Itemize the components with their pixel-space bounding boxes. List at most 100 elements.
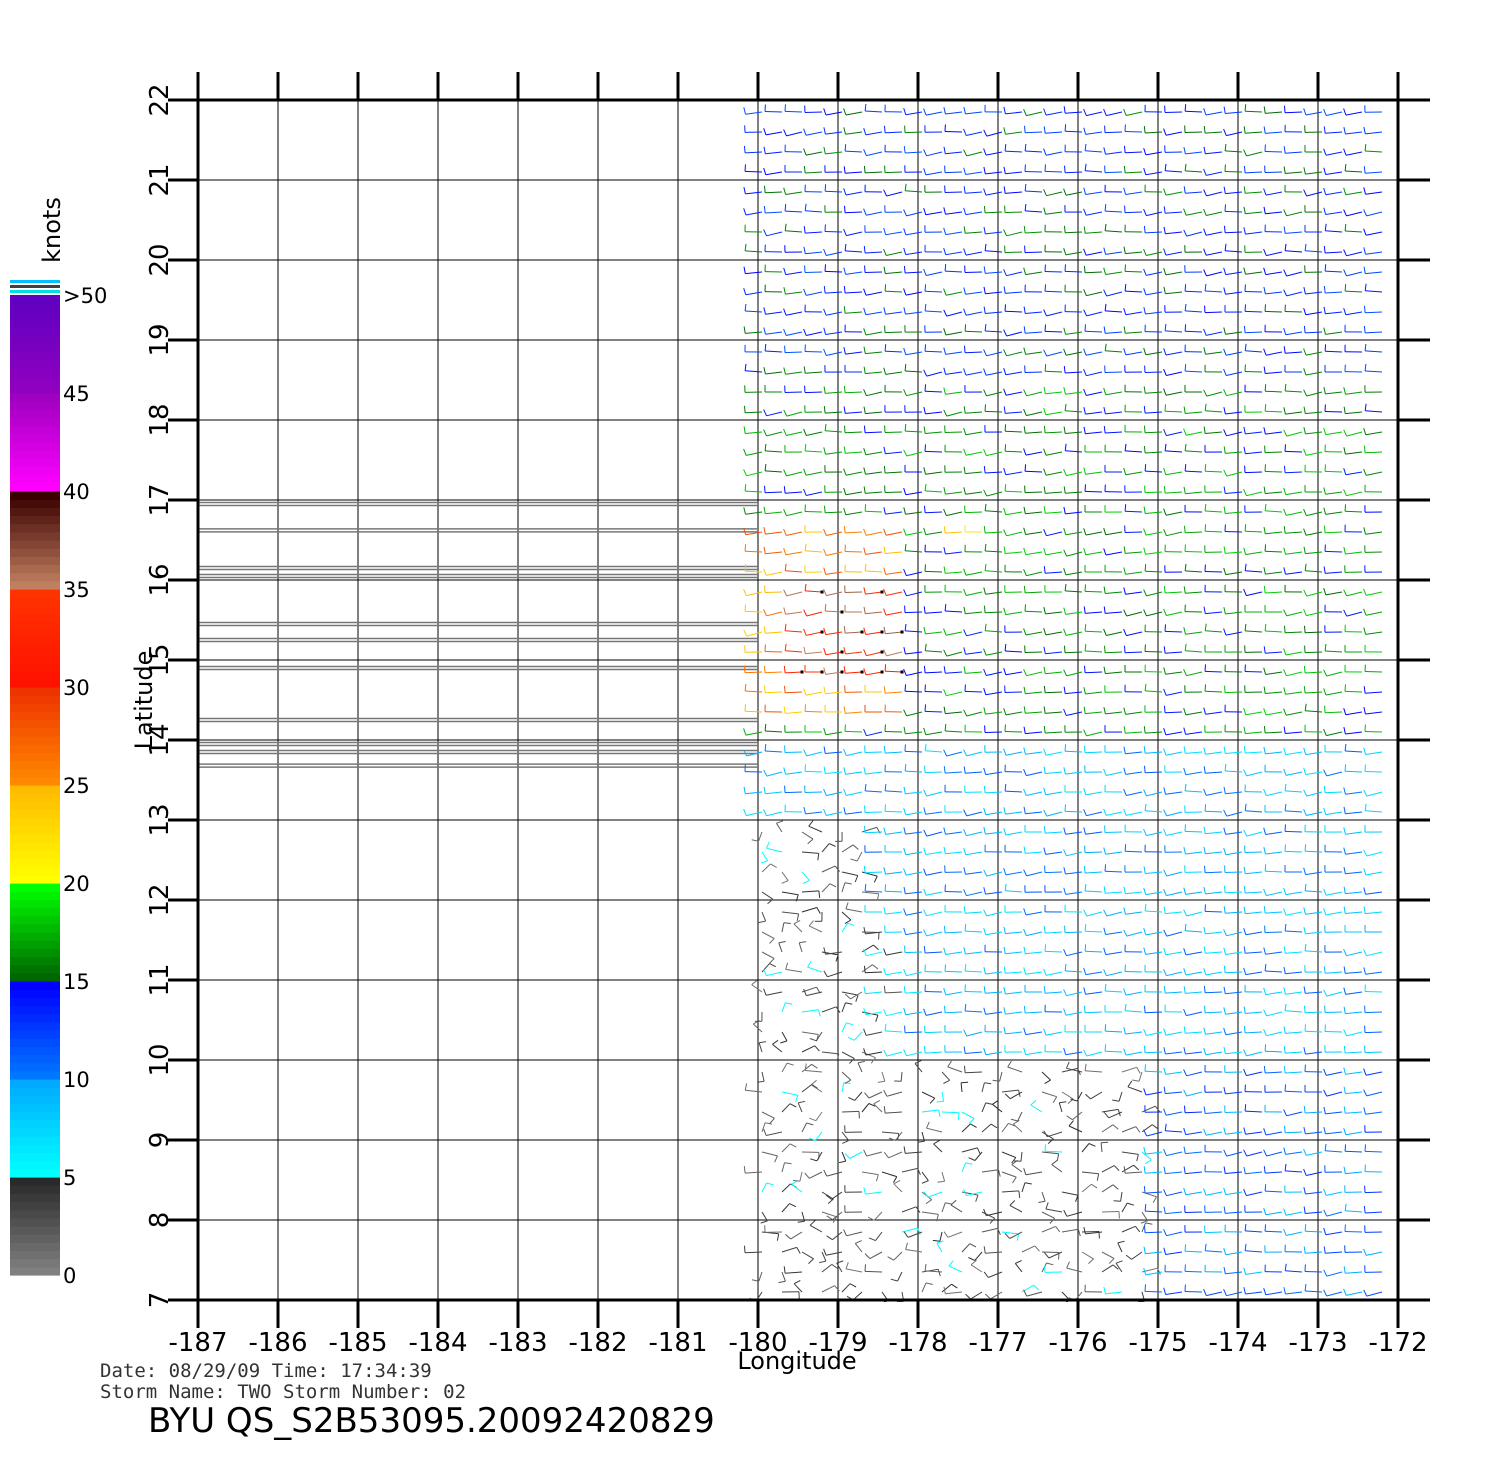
wind-barb xyxy=(1103,548,1123,556)
wind-barb xyxy=(1283,946,1303,954)
wind-barb xyxy=(1323,1289,1343,1297)
wind-barb xyxy=(1224,1224,1243,1233)
wind-barb xyxy=(1304,485,1322,493)
wind-barb xyxy=(1043,628,1063,636)
wind-barb xyxy=(1203,189,1223,197)
wind-barb xyxy=(1343,1006,1363,1015)
wind-barb xyxy=(964,1065,983,1074)
wind-barb xyxy=(964,385,983,393)
wind-barb xyxy=(824,604,844,614)
wind-barb xyxy=(823,386,843,394)
wind-barb xyxy=(943,387,963,395)
wind-barb xyxy=(903,886,923,895)
wind-barb xyxy=(1343,209,1363,217)
wind-barb xyxy=(1204,403,1223,413)
wind-barb xyxy=(1243,165,1263,174)
wind-barb xyxy=(1063,827,1083,835)
wind-barb xyxy=(1304,645,1323,654)
colorbar-bin xyxy=(10,1021,60,1031)
wind-barb xyxy=(1164,544,1183,553)
wind-barb xyxy=(1243,1166,1263,1175)
wind-barb xyxy=(1204,664,1223,673)
wind-barb xyxy=(984,605,1003,614)
wind-barb xyxy=(1004,245,1023,254)
wind-barb xyxy=(1284,1163,1303,1173)
wind-barb xyxy=(1244,405,1263,413)
wind-barb xyxy=(1223,506,1243,514)
wind-barb xyxy=(1084,845,1103,854)
wind-barb xyxy=(981,1227,1001,1236)
wind-barb xyxy=(1364,925,1382,933)
wind-barb xyxy=(843,767,863,775)
wind-barb xyxy=(863,606,883,615)
wind-barb xyxy=(825,1191,843,1200)
wind-barb xyxy=(1203,968,1223,976)
colorbar-bin xyxy=(10,727,60,737)
wind-barb xyxy=(1064,205,1083,213)
wind-barb xyxy=(1003,946,1023,955)
wind-barb xyxy=(1203,747,1223,755)
y-tick-label: 7 xyxy=(145,1292,175,1309)
wind-barb xyxy=(1324,1143,1343,1153)
wind-barb xyxy=(823,766,843,774)
wind-barb xyxy=(1143,1088,1163,1096)
wind-barb xyxy=(1223,106,1243,114)
wind-barb xyxy=(1244,563,1263,573)
wind-barb xyxy=(775,820,784,833)
wind-barb xyxy=(1324,1165,1343,1173)
colorbar-bin xyxy=(10,1144,60,1154)
wind-barb xyxy=(863,307,883,316)
wind-barb xyxy=(1344,684,1363,693)
wind-barb xyxy=(983,1048,1003,1056)
wind-barb xyxy=(1064,804,1083,813)
wind-barb xyxy=(924,743,943,753)
wind-barb xyxy=(744,544,763,553)
wind-barb xyxy=(1304,243,1323,253)
wind-barb xyxy=(923,467,943,475)
wind-barb xyxy=(963,128,983,136)
wind-barb xyxy=(1103,808,1123,816)
wind-barb xyxy=(1064,904,1083,913)
wind-barb xyxy=(744,224,763,233)
wind-barb xyxy=(784,804,803,813)
wind-barb xyxy=(1143,386,1163,394)
colorbar-bin xyxy=(10,466,60,476)
colorbar-bin xyxy=(10,442,60,451)
colorbar-label: 25 xyxy=(63,774,90,798)
wind-barb xyxy=(1083,388,1103,396)
wind-barb xyxy=(1103,387,1123,396)
wind-barb xyxy=(1223,348,1243,356)
wind-barb xyxy=(877,1071,886,1083)
colorbar-bin xyxy=(10,1152,60,1162)
wind-barb xyxy=(844,724,863,733)
wind-barb xyxy=(743,749,763,757)
wind-barb xyxy=(863,1149,883,1157)
wind-barb xyxy=(1304,265,1323,273)
wind-barb xyxy=(1284,1185,1303,1193)
wind-barb xyxy=(1283,1065,1303,1074)
wind-barb xyxy=(1144,1064,1163,1073)
wind-barb xyxy=(923,168,943,176)
wind-barb xyxy=(923,868,943,876)
wind-barb xyxy=(1183,1026,1203,1034)
wind-barb xyxy=(1103,706,1123,715)
wind-barb xyxy=(984,563,1003,573)
wind-barb xyxy=(963,666,983,674)
wind-barb xyxy=(1224,645,1243,653)
wind-barb xyxy=(1123,587,1143,595)
wind-barb xyxy=(1263,708,1283,716)
wind-barb xyxy=(861,871,878,883)
colorbar-bin xyxy=(10,1177,60,1186)
wind-barb xyxy=(1363,849,1383,857)
wind-barb xyxy=(924,244,943,253)
colorbar-bin xyxy=(10,1234,60,1243)
wind-barb xyxy=(1163,486,1183,494)
wind-barb xyxy=(981,1169,1001,1177)
wind-barb xyxy=(1123,467,1143,476)
wind-barb xyxy=(1044,164,1063,173)
wind-barb xyxy=(823,108,843,116)
wind-barb xyxy=(1124,525,1143,533)
wind-barb xyxy=(924,544,943,553)
wind-barb xyxy=(843,468,863,476)
wind-barb xyxy=(1121,1126,1141,1133)
